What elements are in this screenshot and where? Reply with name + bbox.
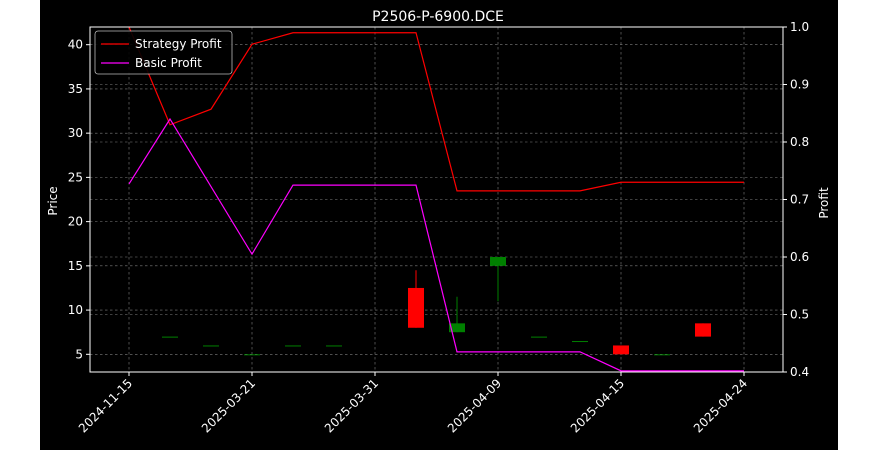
y2-tick-label: 0.7 bbox=[790, 193, 809, 207]
candle-body bbox=[326, 345, 342, 347]
y2-tick-label: 0.8 bbox=[790, 135, 809, 149]
y-tick-label: 25 bbox=[68, 170, 83, 184]
y-tick-label: 40 bbox=[68, 38, 83, 52]
y-axis-label: Price bbox=[46, 186, 60, 215]
candle-body bbox=[531, 336, 547, 338]
basic-profit-line bbox=[128, 117, 744, 372]
y2-tick-label: 0.4 bbox=[790, 365, 809, 379]
candle-body bbox=[449, 323, 465, 333]
candle-body bbox=[203, 345, 219, 347]
x-tick-label: 2025-03-31 bbox=[322, 376, 381, 435]
x-tick-label: 2025-04-24 bbox=[691, 376, 750, 435]
y2-tick-label: 0.5 bbox=[790, 308, 809, 322]
y-tick-label: 30 bbox=[68, 126, 83, 140]
line-layer bbox=[128, 26, 744, 372]
candle-body bbox=[244, 354, 260, 356]
figure-background bbox=[40, 0, 838, 450]
candle-body bbox=[695, 323, 711, 337]
x-tick-label: 2025-04-15 bbox=[568, 376, 627, 435]
y2-tick-label: 0.6 bbox=[790, 250, 809, 264]
y-tick-label: 20 bbox=[68, 215, 83, 229]
y2-axis-label: Profit bbox=[817, 187, 831, 219]
candle-body bbox=[654, 354, 670, 356]
axis-layer: 5 10 15 20 25 30 35 40 0.4 0.5 0.6 0.7 0.8 0.9 1.0 2024… bbox=[68, 20, 809, 435]
candle-body bbox=[613, 345, 629, 355]
y-tick-label: 15 bbox=[68, 259, 83, 273]
candle-layer bbox=[162, 257, 711, 356]
y-tick-label: 5 bbox=[75, 347, 83, 361]
candle-body bbox=[162, 336, 178, 338]
candle-body bbox=[572, 341, 588, 343]
candle-body bbox=[408, 287, 424, 328]
x-tick-label: 2024-11-15 bbox=[76, 376, 135, 435]
y-tick-label: 35 bbox=[68, 82, 83, 96]
strategy-profit-line bbox=[128, 26, 744, 192]
candle-body bbox=[285, 345, 301, 347]
y2-tick-label: 0.9 bbox=[790, 78, 809, 92]
legend-label: Basic Profit bbox=[135, 56, 202, 70]
legend-box bbox=[94, 30, 233, 75]
grid-layer bbox=[90, 26, 783, 373]
y2-tick-label: 1.0 bbox=[790, 20, 809, 34]
legend-label: Strategy Profit bbox=[135, 37, 222, 51]
y-tick-label: 10 bbox=[68, 303, 83, 317]
legend: Strategy Profit Basic Profit bbox=[94, 30, 233, 75]
x-tick-label: 2025-04-09 bbox=[445, 376, 504, 435]
chart-title: P2506-P-6900.DCE bbox=[372, 9, 504, 25]
candle-body bbox=[490, 257, 506, 266]
x-tick-label: 2025-03-21 bbox=[199, 376, 258, 435]
